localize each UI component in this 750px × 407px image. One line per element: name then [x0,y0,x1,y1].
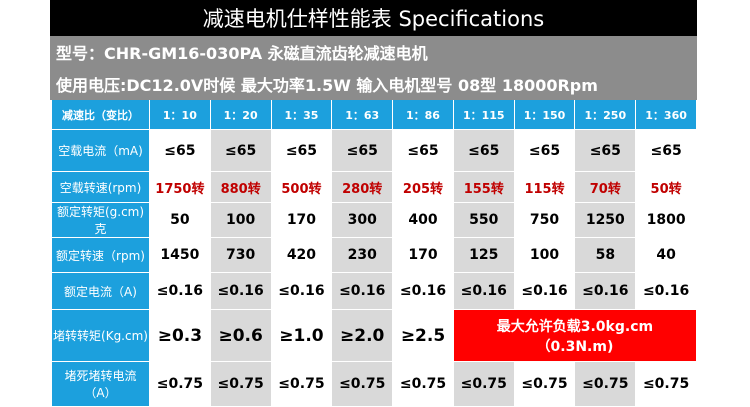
value-cell: 280转 [332,172,394,203]
value-cell: ≤0.16 [575,273,637,310]
value-cell: ≤0.16 [514,273,576,310]
value-cell: ≥1.0 [271,310,333,362]
value-cell: ≤0.75 [150,362,211,407]
row-label: 堵死堵转电流（A） [52,362,150,407]
value-cell: 205转 [393,172,454,203]
value-cell: 420 [271,238,333,273]
value-cell: ≤0.75 [453,362,515,407]
header-cell: 减速比（变比） [52,100,150,130]
model-line: 型号：CHR-GM16-030PA 永磁直流齿轮减速电机 [56,44,428,63]
value-cell: 1450 [150,238,211,273]
value-cell: ≤0.16 [636,273,697,310]
value-cell: ≤0.16 [210,273,272,310]
row-label: 额定电流（A) [52,273,150,310]
value-cell: 115转 [514,172,576,203]
value-cell: ≤65 [514,130,576,172]
header-cell: 1：360 [636,100,697,130]
value-cell: ≤65 [271,130,333,172]
value-cell: 300 [332,203,394,238]
value-cell: 155转 [453,172,515,203]
value-cell: 1800 [636,203,697,238]
value-cell: 100 [514,238,576,273]
value-cell: 500转 [271,172,333,203]
value-cell: ≤0.75 [575,362,637,407]
value-cell: ≤0.16 [393,273,454,310]
value-cell: 170 [393,238,454,273]
value-cell: 550 [453,203,515,238]
value-cell: 125 [453,238,515,273]
value-cell: 70转 [575,172,637,203]
value-cell: ≤0.75 [271,362,333,407]
value-cell: 1250 [575,203,637,238]
header-cell: 1：115 [453,100,515,130]
header-cell: 1：10 [150,100,211,130]
value-cell: ≤0.16 [150,273,211,310]
value-cell: 40 [636,238,697,273]
row-label: 空载转速(rpm) [52,172,150,203]
value-cell: ≤65 [210,130,272,172]
value-cell: 50转 [636,172,697,203]
row-label: 额定转矩(g.cm)克 [52,203,150,238]
value-cell: 58 [575,238,637,273]
value-cell: ≤65 [150,130,211,172]
model-band: 型号：CHR-GM16-030PA 永磁直流齿轮减速电机 使用电压:DC12.0… [50,36,697,100]
note-line: （0.3N.m) [536,338,614,355]
value-cell: 730 [210,238,272,273]
value-cell: ≤0.75 [393,362,454,407]
value-cell: ≤0.16 [332,273,394,310]
row-label: 堵转转矩(Kg.cm) [52,310,150,362]
note-line: 最大允许负载3.0kg.cm [496,318,654,335]
row-label: 额定转速（rpm) [52,238,150,273]
value-cell: ≤0.16 [271,273,333,310]
value-cell: ≤65 [393,130,454,172]
value-cell: ≤65 [332,130,394,172]
value-cell: ≤0.16 [453,273,515,310]
value-cell: 170 [271,203,333,238]
row-label: 空载电流（mA) [52,130,150,172]
value-cell: ≤0.75 [332,362,394,407]
value-cell: ≤0.75 [636,362,697,407]
value-cell: 50 [150,203,211,238]
value-cell: ≤0.75 [210,362,272,407]
value-cell: ≤0.75 [514,362,576,407]
header-cell: 1：250 [575,100,637,130]
value-cell: 1750转 [150,172,211,203]
value-cell: ≥2.0 [332,310,394,362]
value-cell: ≤65 [575,130,637,172]
value-cell: ≤65 [636,130,697,172]
stall-note: 最大允许负载3.0kg.cm （0.3N.m) [453,310,697,362]
value-cell: 230 [332,238,394,273]
value-cell: 750 [514,203,576,238]
header-cell: 1：150 [514,100,576,130]
value-cell: ≤65 [453,130,515,172]
value-cell: ≥0.3 [150,310,211,362]
voltage-line: 使用电压:DC12.0V时候 最大功率1.5W 输入电机型号 08型 18000… [56,76,598,95]
value-cell: 400 [393,203,454,238]
value-cell: 880转 [210,172,272,203]
title: 减速电机仕样性能表 Specifications [50,0,697,36]
value-cell: ≥0.6 [210,310,272,362]
header-cell: 1：86 [393,100,454,130]
value-cell: 100 [210,203,272,238]
header-cell: 1：20 [210,100,272,130]
value-cell: ≥2.5 [393,310,454,362]
header-cell: 1：35 [271,100,333,130]
header-cell: 1：63 [332,100,394,130]
